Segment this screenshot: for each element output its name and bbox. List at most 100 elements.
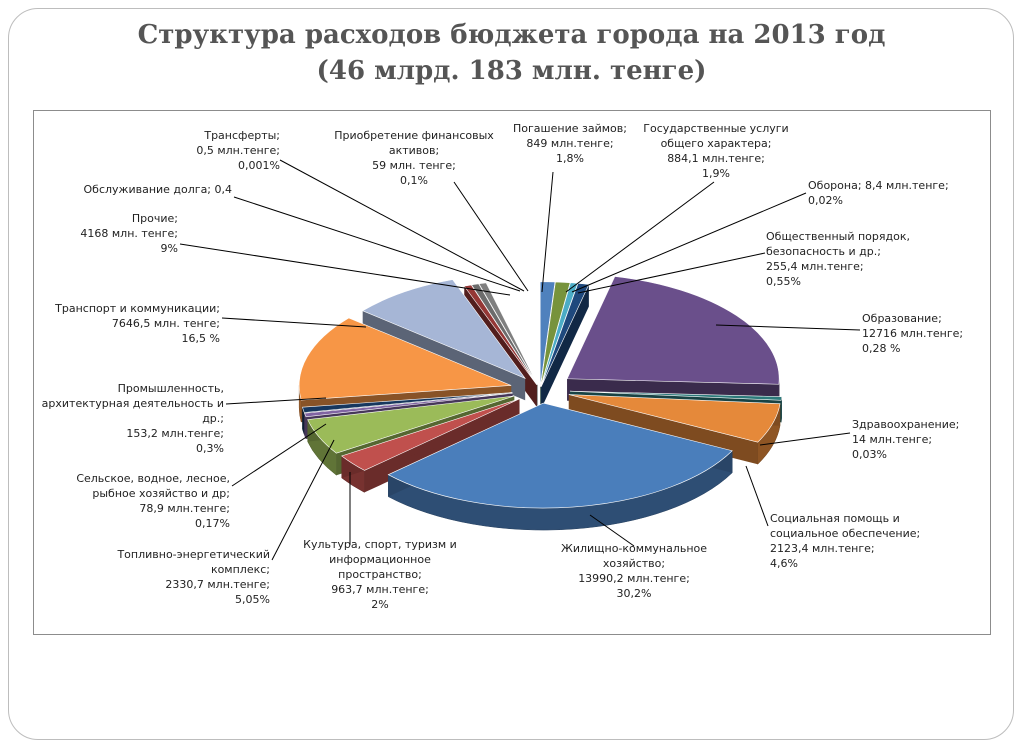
slice-label-line: Обслуживание долга; 0,4 [84,183,233,196]
slice-label: Оборона; 8,4 млн.тенге; 0,02% [808,179,949,207]
slice-label-line: активов; [389,144,439,157]
slice-label-line: 0,3% [196,442,224,455]
slice-label-line: Жилищно-коммунальное [561,542,707,555]
slice-label: Здравоохранение; 14 млн.тенге; 0,03% [852,418,959,461]
slice-label: Прочие; 4168 млн. тенге; 9% [80,212,178,255]
slice-label: Приобретение финансовых активов; 59 млн. т… [334,129,494,187]
pie-slice [298,317,512,401]
pie-slice [566,276,780,385]
slice-label-line: хозяйство; [603,557,665,570]
leader-line [179,243,511,296]
leader-line [225,397,327,405]
slice-label-line: 1,9% [702,167,730,180]
leader-line [231,423,327,487]
leader-line [541,171,554,293]
leader-line [759,432,851,446]
slice-label-line: 0,55% [766,275,801,288]
slice-label-line: др.; [202,412,224,425]
pie-slice [302,392,513,413]
slice-label: Трансферты; 0,5 млн.тенге; 0,001% [196,129,280,172]
slice-label-line: Образование; [862,312,942,325]
slice-label-line: 78,9 млн.тенге; [139,502,230,515]
slice-label-line: 14 млн.тенге; [852,433,932,446]
slice-label-line: 4168 млн. тенге; [80,227,178,240]
pie-slice [341,398,520,471]
pie-slice [539,281,556,387]
slice-label-line: Сельское, водное, лесное, [76,472,230,485]
slice-label-line: пространство; [338,568,422,581]
slice-label-line: Приобретение финансовых [334,129,494,142]
leader-line [279,159,525,292]
slice-label-line: 13990,2 млн.тенге; [578,572,690,585]
chart-subtitle: (46 млрд. 183 млн. тенге) [316,56,707,86]
leader-line [271,439,335,561]
slice-label-line: рыбное хозяйство и др; [92,487,230,500]
leader-line [221,317,367,328]
slice-label-line: 5,05% [235,593,270,606]
pie-slice [362,279,526,379]
slice-label-line: Социальная помощь и [770,512,900,525]
slice-label-line: Государственные услуги [643,122,788,135]
chart-title: Структура расходов бюджета города на 201… [137,20,886,50]
pie-slice [569,390,782,401]
slice-label: Культура, спорт, туризм и информационное п… [303,538,457,611]
slice-label-line: Трансферты; [203,129,280,142]
slice-label-line: Погашение займов; [513,122,627,135]
slice-label-line: информационное [329,553,431,566]
slice-label-line: 2% [371,598,388,611]
slice-label-line: 16,5 % [182,332,220,345]
slice-label-line: 30,2% [617,587,652,600]
slice-label-line: 153,2 млн.тенге; [126,427,224,440]
pie-slice [478,282,538,385]
slice-label-line: 0,1% [400,174,428,187]
slice-label-line: 0,17% [195,517,230,530]
slice-label-line: 849 млн.тенге; [526,137,613,150]
slice-label-line: Транспорт и коммуникации; [54,302,220,315]
slice-label-line: 0,001% [238,159,280,172]
slice-label-line: 2123,4 млн.тенге; [770,542,875,555]
pie-slice [463,284,537,385]
pie-slice [307,395,515,454]
slice-label: Транспорт и коммуникации; 7646,5 млн. тен… [54,302,220,345]
slice-label-line: 1,8% [556,152,584,165]
slice-label-line: Здравоохранение; [852,418,959,431]
leader-line [453,181,529,292]
leader-line [745,465,769,527]
slice-label-line: Промышленность, [118,382,224,395]
slice-label-line: 12716 млн.тенге; [862,327,963,340]
pie-slice [471,283,538,385]
pie-slice [304,392,513,418]
leader-line [589,514,635,547]
pie-slice-wall [541,284,589,409]
slice-label-line: 0,03% [852,448,887,461]
slice-label-line: Культура, спорт, туризм и [303,538,457,551]
slice-label-line: общего характера; [661,137,772,150]
leader-line [715,324,861,331]
leader-line [233,196,521,292]
slice-label: Топливно-энергетический комплекс; 2330,7 м… [116,548,270,606]
slice-label-line: 4,6% [770,557,798,570]
slice-label-line: Общественный порядок, [766,230,910,243]
pie-slice [540,281,571,387]
slice-label: Общественный порядок, безопасность и др.;… [766,230,910,288]
slice-label: Государственные услуги общего характера; 8… [643,122,788,180]
slice-label: Образование; 12716 млн.тенге; 0,28 % [862,312,963,355]
slice-label-line: 9% [161,242,178,255]
slice-label-line: 7646,5 млн. тенге; [112,317,220,330]
slice-label-line: Прочие; [132,212,178,225]
slice-label-line: 963,7 млн.тенге; [331,583,429,596]
slice-label: Промышленность, архитектурная деятельност… [42,382,224,455]
slice-label: Социальная помощь и социальное обеспечени… [770,512,920,570]
leader-line [571,192,807,293]
slice-label-line: 0,28 % [862,342,900,355]
slice-label: Обслуживание долга; 0,4 [84,183,233,196]
leader-line [565,181,715,293]
slice-label-line: 255,4 млн.тенге; [766,260,864,273]
pie-slice [387,402,733,509]
slice-label-line: 2330,7 млн.тенге; [165,578,270,591]
pie-slice [568,394,781,443]
slice-label: Жилищно-коммунальное хозяйство; 13990,2 мл… [561,542,707,600]
slice-label-line: 0,02% [808,194,843,207]
leader-line [577,252,766,294]
slice-label: Погашение займов; 849 млн.тенге; 1,8% [513,122,627,165]
